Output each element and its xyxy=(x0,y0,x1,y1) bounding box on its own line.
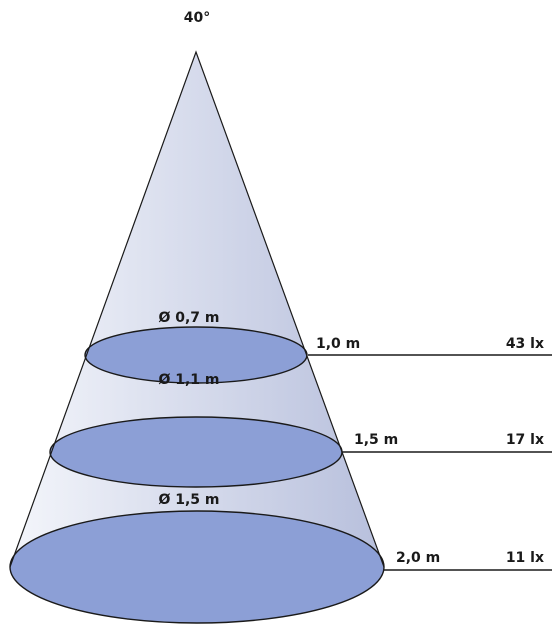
diameter-label-1: Ø 0,7 m xyxy=(158,310,219,326)
distance-label-1: 1,0 m xyxy=(316,336,360,352)
distance-label-2: 1,5 m xyxy=(354,432,398,448)
diameter-label-3: Ø 1,5 m xyxy=(158,492,219,508)
beam-angle-label: 40° xyxy=(184,10,210,26)
level-2: Ø 1,1 m 1,5 m 17 lx xyxy=(49,372,552,488)
illuminance-label-2: 17 lx xyxy=(506,432,544,448)
diameter-label-2: Ø 1,1 m xyxy=(158,372,219,388)
beam-ellipse-3 xyxy=(9,510,385,624)
beam-ellipse-2 xyxy=(49,416,343,488)
level-1: Ø 0,7 m 1,0 m 43 lx xyxy=(84,310,552,384)
illuminance-label-3: 11 lx xyxy=(506,550,544,566)
light-cone-outline xyxy=(9,50,385,568)
distance-label-3: 2,0 m xyxy=(396,550,440,566)
illuminance-label-1: 43 lx xyxy=(506,336,544,352)
